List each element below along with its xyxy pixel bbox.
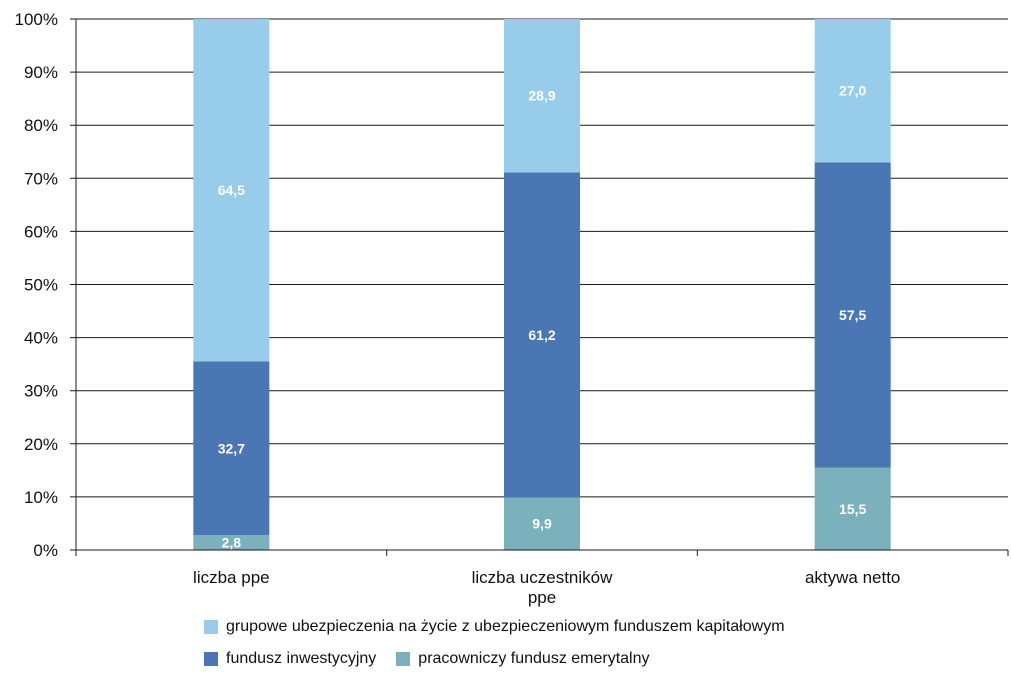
- bar-segment: [814, 467, 891, 550]
- x-category-label: ppe: [528, 588, 556, 607]
- legend-label-gunfk: grupowe ubezpieczenia na życie z ubezpie…: [226, 618, 785, 635]
- x-category-label: aktywa netto: [805, 568, 900, 587]
- y-tick-label: 80%: [24, 116, 58, 135]
- y-axis-ticks: 0% 10% 20% 30% 40% 50% 60% 70% 80% 90% 100%: [15, 10, 58, 560]
- data-label: 61,2: [528, 327, 555, 343]
- y-tick-label: 100%: [15, 10, 58, 29]
- y-tick-label: 50%: [24, 276, 58, 295]
- legend-label-pfe: pracowniczy fundusz emerytalny: [418, 650, 650, 667]
- legend-item-pfe: pracowniczy fundusz emerytalny: [396, 650, 650, 668]
- bar-segment: [193, 19, 270, 362]
- legend-item-gunfk: grupowe ubezpieczenia na życie z ubezpie…: [204, 618, 785, 636]
- x-category-label: liczba uczestników: [472, 568, 614, 587]
- y-tick-label: 40%: [24, 329, 58, 348]
- data-label: 64,5: [218, 182, 245, 198]
- bar-segment: [814, 162, 891, 468]
- legend-item-fi: fundusz inwestycyjny: [204, 650, 376, 668]
- legend-swatch-teal: [396, 652, 411, 666]
- y-tick-label: 90%: [24, 63, 58, 82]
- y-tick-label: 10%: [24, 488, 58, 507]
- bars: 2,8 32,7 64,5 9,9 61,2 28,9 15,5 57,5 27,0: [193, 19, 891, 551]
- data-label: 2,8: [222, 535, 242, 551]
- bar-segment: [504, 172, 580, 498]
- bar-segment: [193, 361, 270, 536]
- y-tick-label: 60%: [24, 222, 58, 241]
- legend-swatch-light-blue: [204, 620, 218, 634]
- data-label: 57,5: [839, 307, 866, 323]
- x-category-label: liczba ppe: [193, 568, 270, 587]
- y-tick-label: 70%: [24, 169, 58, 188]
- bar-segment: [504, 19, 580, 173]
- legend-label-fi: fundusz inwestycyjny: [226, 650, 377, 667]
- legend-swatch-blue: [204, 652, 218, 666]
- bar-segment: [814, 19, 891, 163]
- data-label: 27,0: [839, 83, 866, 99]
- bar-segment: [504, 497, 580, 550]
- data-label: 28,9: [528, 88, 555, 104]
- y-tick-label: 30%: [24, 382, 58, 401]
- data-label: 9,9: [532, 516, 552, 532]
- data-label: 32,7: [218, 440, 245, 456]
- y-tick-label: 0%: [33, 541, 58, 560]
- data-label: 15,5: [839, 501, 866, 517]
- y-tick-label: 20%: [24, 435, 58, 454]
- legend-row-2: fundusz inwestycyjny pracowniczy fundusz…: [204, 650, 670, 668]
- stacked-bar-chart: 0% 10% 20% 30% 40% 50% 60% 70% 80% 90% 100% 2,8 32,…: [15, 10, 1009, 607]
- bar-segment: [193, 535, 270, 550]
- legend-row-1: grupowe ubezpieczenia na życie z ubezpie…: [204, 618, 805, 636]
